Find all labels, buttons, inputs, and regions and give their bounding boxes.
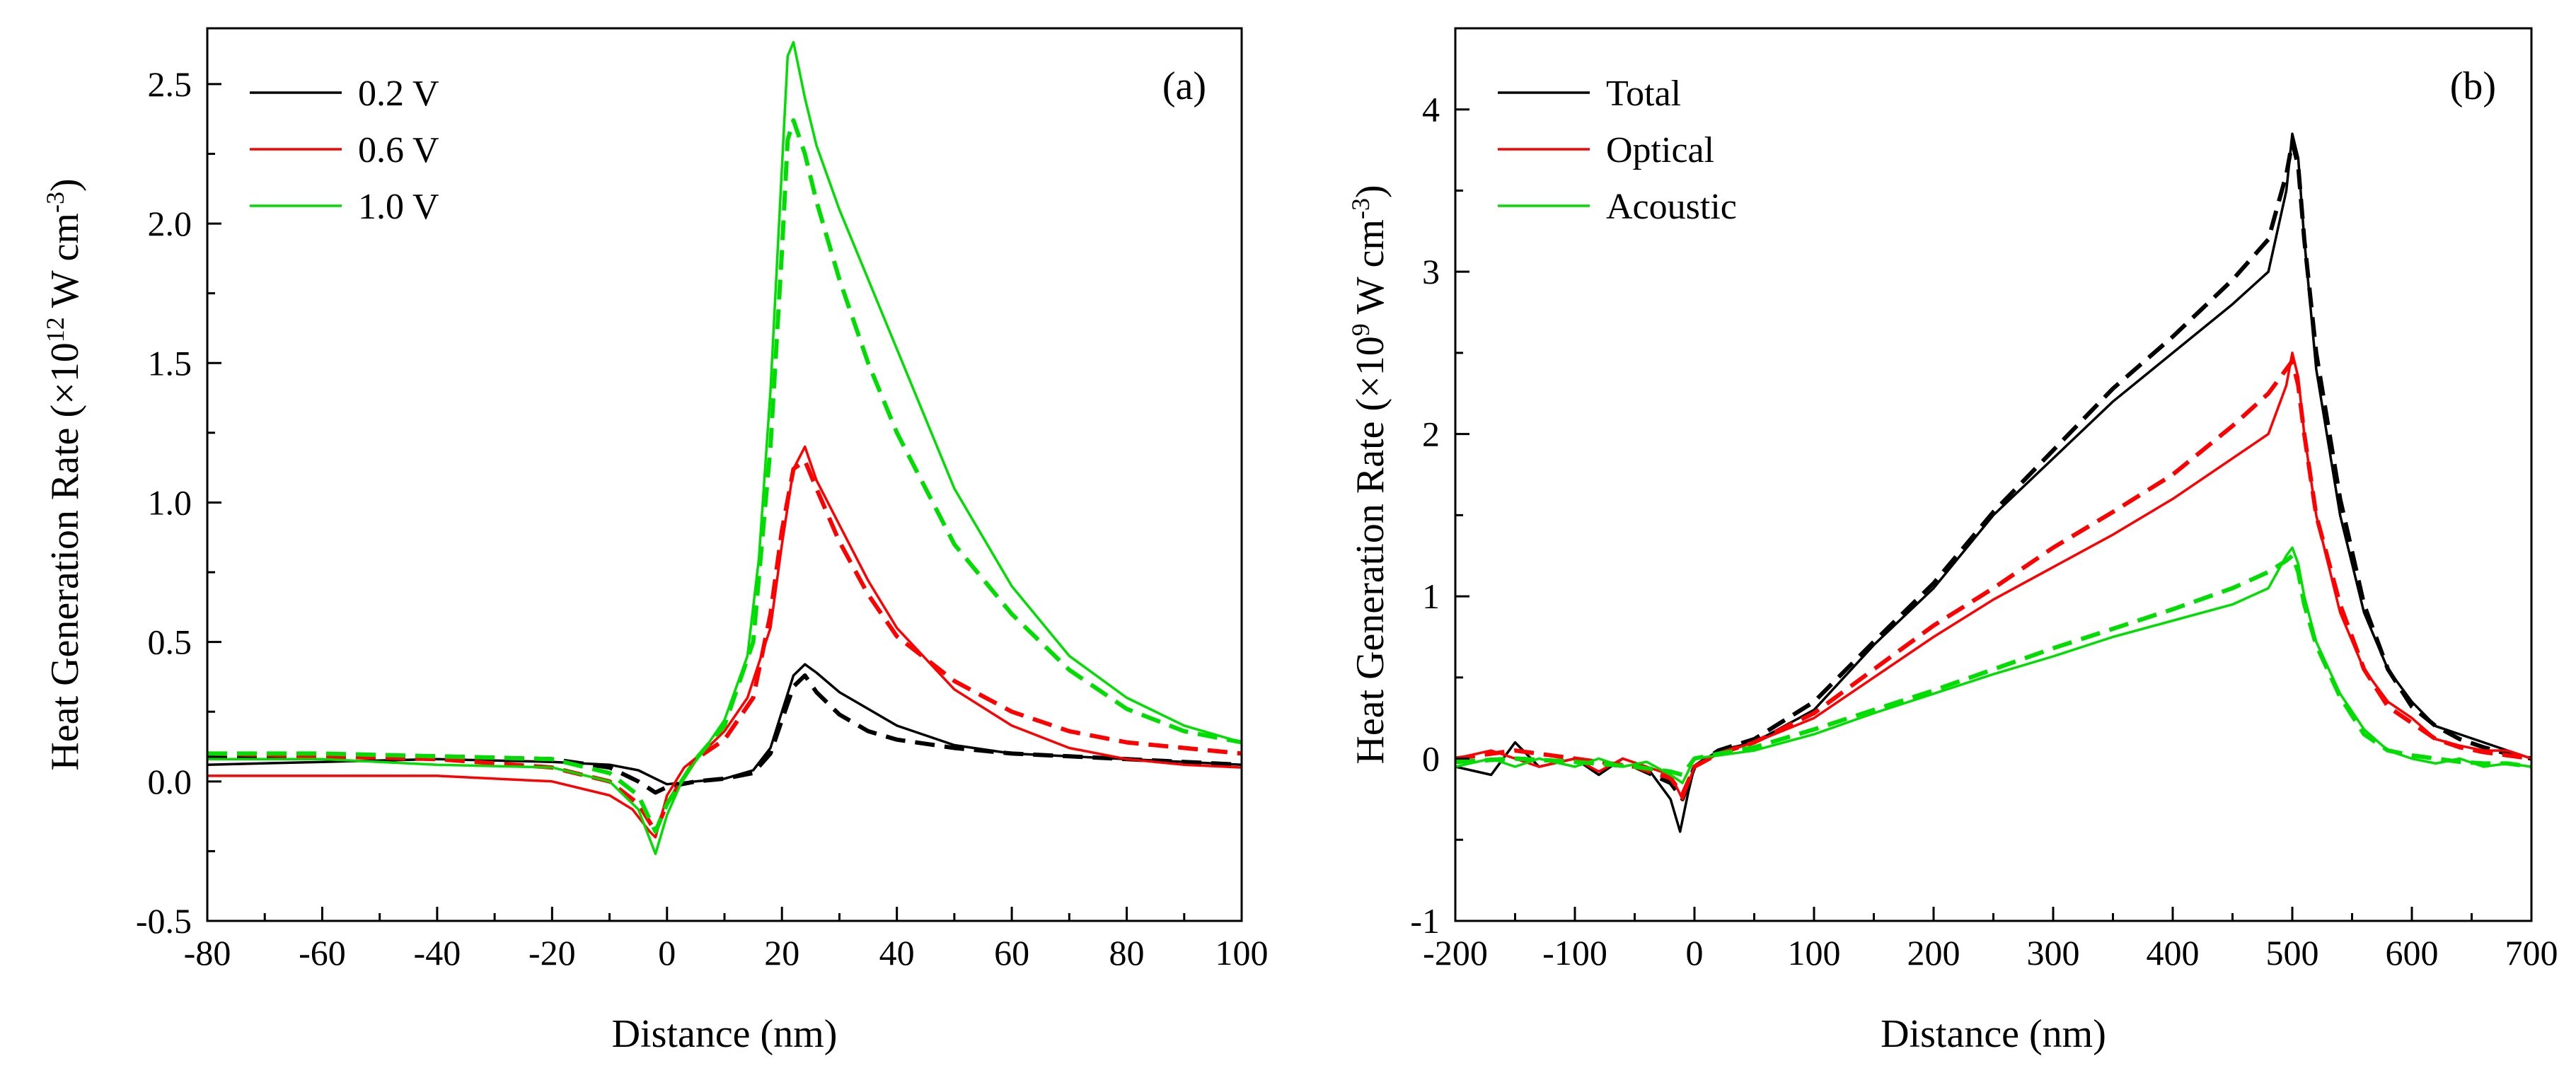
legend-label: 0.2 V (358, 74, 439, 114)
legend-label: Optical (1606, 130, 1714, 170)
series-line-optical-dashed (1455, 359, 2531, 796)
y-tick-label: 2 (1422, 414, 1440, 454)
x-tick-label: 0 (658, 933, 676, 973)
y-tick-label: 4 (1422, 90, 1440, 129)
x-tick-label: 60 (994, 933, 1029, 973)
y-axis-title: Heat Generation Rate (×109 W cm-3) (1346, 185, 1392, 764)
series-line-1-0-v-solid (207, 40, 1242, 856)
x-tick-label: 40 (879, 933, 915, 973)
y-tick-label: 1 (1422, 576, 1440, 616)
x-tick-label: 100 (1788, 933, 1841, 973)
legend: Total Optical Acoustic (1498, 74, 1737, 227)
x-tick-label: -80 (184, 933, 231, 973)
y-tick-label: 0.5 (148, 622, 192, 662)
series-line-optical-solid (1455, 352, 2531, 801)
legend-label: Acoustic (1606, 187, 1737, 227)
legend-label: 1.0 V (358, 187, 439, 227)
series-line-acoustic-dashed (1455, 553, 2531, 777)
y-tick-label: 1.0 (148, 482, 192, 522)
x-tick-label: 600 (2386, 933, 2439, 973)
x-axis-title: Distance (nm) (1881, 1012, 2106, 1056)
x-tick-label: 200 (1907, 933, 1960, 973)
x-axis-title: Distance (nm) (612, 1012, 838, 1056)
x-tick-label: -60 (299, 933, 346, 973)
y-tick-label: -0.5 (136, 901, 192, 941)
x-tick-label: -100 (1542, 933, 1607, 973)
y-tick-label: 3 (1422, 252, 1440, 291)
series-group (207, 40, 1242, 856)
y-axis-title: Heat Generation Rate (×1012 W cm-3) (41, 178, 87, 770)
y-tick-label: 0 (1422, 739, 1440, 779)
legend: 0.2 V 0.6 V 1.0 V (250, 74, 439, 227)
x-tick-label: 100 (1215, 933, 1269, 973)
panel-label: (a) (1162, 64, 1206, 108)
panel-label: (b) (2450, 64, 2496, 108)
series-line-total-dashed (1455, 139, 2531, 801)
x-tick-label: 700 (2505, 933, 2558, 973)
series-line-1-0-v-dashed (207, 118, 1242, 834)
panel-a: -80 -60 -40 -20 0 20 40 60 80 100 -0.5 0.0 0.5 1.0 1.5… (41, 27, 1269, 1056)
legend-label: Total (1606, 74, 1681, 114)
panel-b: -200 -100 0 100 200 300 400 500 600 700 -1 0 1 2 3 4 Dis… (1346, 27, 2558, 1056)
x-tick-label: 500 (2266, 933, 2319, 973)
y-tick-label: -1 (1410, 901, 1440, 941)
y-tick-label: 0.0 (148, 762, 192, 801)
series-line-0-2-v-dashed (207, 673, 1242, 795)
x-tick-label: 0 (1686, 933, 1704, 973)
y-tick-label: 1.5 (148, 343, 192, 383)
x-tick-label: 300 (2027, 933, 2080, 973)
x-tick-label: -20 (529, 933, 576, 973)
series-line-0-6-v-solid (207, 445, 1242, 839)
y-tick-label: 2.5 (148, 64, 192, 104)
x-tick-label: -200 (1423, 933, 1488, 973)
series-line-total-solid (1455, 132, 2531, 833)
x-tick-label: -40 (414, 933, 461, 973)
series-group (1455, 132, 2531, 833)
x-tick-label: 20 (764, 933, 799, 973)
y-tick-label: 2.0 (148, 204, 192, 243)
legend-label: 0.6 V (358, 130, 439, 170)
series-line-acoustic-solid (1455, 546, 2531, 784)
x-tick-label: 80 (1109, 933, 1145, 973)
x-tick-label: 400 (2147, 933, 2200, 973)
